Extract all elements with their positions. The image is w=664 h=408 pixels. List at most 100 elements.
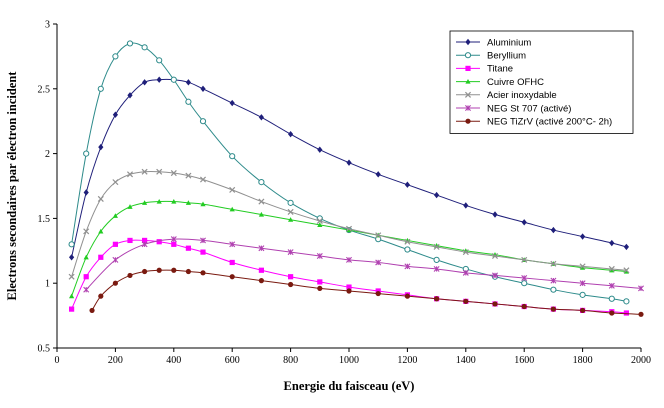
data-point bbox=[171, 241, 177, 247]
data-point bbox=[185, 172, 192, 179]
data-point bbox=[623, 310, 629, 316]
series-line bbox=[91, 269, 642, 315]
series-neg-tizrv-activ-200-c-2h bbox=[89, 267, 644, 317]
data-point bbox=[142, 79, 148, 86]
data-point bbox=[258, 278, 264, 284]
data-point bbox=[69, 306, 75, 312]
data-point bbox=[199, 118, 207, 125]
data-point bbox=[521, 275, 528, 282]
data-point bbox=[346, 256, 352, 263]
y-tick-label: 1 bbox=[45, 279, 50, 290]
data-point bbox=[98, 143, 104, 151]
data-point bbox=[258, 114, 264, 121]
data-point bbox=[83, 150, 90, 157]
data-point bbox=[579, 263, 586, 270]
data-point bbox=[89, 307, 95, 314]
data-point bbox=[521, 256, 528, 263]
data-point bbox=[623, 267, 630, 274]
data-point bbox=[69, 254, 75, 261]
series-neg-st-707-activ bbox=[83, 236, 644, 293]
data-point bbox=[141, 44, 148, 51]
legend-label: NEG St 707 (activé) bbox=[487, 103, 571, 114]
data-point bbox=[200, 201, 206, 207]
series-line bbox=[71, 200, 627, 297]
legend-item: Acier inoxydable bbox=[456, 90, 557, 101]
data-point bbox=[433, 265, 440, 272]
data-point bbox=[288, 217, 294, 222]
data-point bbox=[608, 295, 615, 302]
data-point bbox=[112, 53, 119, 60]
data-point bbox=[229, 206, 235, 212]
data-point bbox=[68, 273, 75, 280]
legend-marker bbox=[464, 52, 472, 59]
data-point bbox=[185, 268, 191, 275]
data-point bbox=[521, 280, 528, 287]
legend-marker bbox=[465, 79, 471, 84]
data-point bbox=[126, 171, 134, 178]
data-point bbox=[200, 237, 206, 244]
data-point bbox=[112, 111, 118, 118]
data-point bbox=[83, 228, 90, 235]
series-aluminium bbox=[69, 76, 629, 261]
data-point bbox=[258, 267, 264, 273]
legend-marker bbox=[465, 118, 471, 124]
y-tick-label: 1.5 bbox=[38, 214, 51, 225]
y-tick-label: 0.5 bbox=[38, 344, 51, 355]
data-point bbox=[434, 191, 440, 199]
x-tick-label: 800 bbox=[283, 355, 298, 366]
data-point bbox=[580, 307, 586, 314]
data-point bbox=[492, 272, 498, 279]
legend-item: Beryllium bbox=[456, 51, 526, 62]
data-point bbox=[170, 76, 177, 83]
data-point bbox=[492, 301, 498, 307]
data-point bbox=[98, 254, 104, 260]
data-point bbox=[609, 267, 615, 273]
data-point bbox=[375, 259, 382, 266]
data-point bbox=[463, 202, 469, 209]
data-point bbox=[623, 298, 630, 305]
data-point bbox=[112, 213, 118, 218]
x-tick-label: 1000 bbox=[339, 355, 359, 366]
data-point bbox=[112, 241, 118, 247]
data-point bbox=[623, 243, 629, 251]
data-point bbox=[258, 198, 265, 205]
data-point bbox=[142, 237, 148, 244]
data-point bbox=[126, 40, 134, 47]
data-point bbox=[346, 159, 352, 166]
data-point bbox=[97, 85, 104, 92]
data-point bbox=[638, 285, 644, 292]
data-point bbox=[580, 233, 586, 240]
data-point bbox=[491, 252, 499, 260]
legend-label: Titane bbox=[487, 64, 513, 75]
data-point bbox=[316, 252, 323, 259]
data-point bbox=[229, 186, 236, 193]
data-point bbox=[609, 310, 615, 316]
data-point bbox=[433, 243, 440, 250]
y-tick-label: 2.5 bbox=[38, 84, 51, 95]
legend-item: Cuivre OFHC bbox=[456, 77, 544, 88]
data-point bbox=[141, 241, 148, 248]
data-point bbox=[83, 254, 89, 260]
data-point bbox=[287, 249, 294, 256]
data-point bbox=[579, 280, 586, 287]
data-point bbox=[170, 170, 177, 177]
data-point bbox=[550, 277, 557, 284]
x-tick-label: 400 bbox=[166, 355, 181, 366]
data-point bbox=[608, 265, 615, 272]
data-point bbox=[258, 211, 264, 217]
series-cuivre-ofhc bbox=[69, 198, 629, 299]
data-point bbox=[142, 200, 148, 205]
data-point bbox=[229, 99, 235, 107]
data-point bbox=[404, 238, 411, 245]
data-point bbox=[287, 199, 294, 206]
data-point bbox=[317, 146, 323, 153]
data-point bbox=[288, 274, 294, 280]
data-point bbox=[287, 208, 294, 215]
data-point bbox=[346, 288, 352, 294]
legend-marker bbox=[465, 65, 471, 71]
legend-item: NEG St 707 (activé) bbox=[456, 103, 571, 114]
data-point bbox=[258, 179, 265, 186]
data-point bbox=[156, 239, 162, 245]
data-point bbox=[112, 256, 119, 263]
data-point bbox=[185, 200, 191, 205]
